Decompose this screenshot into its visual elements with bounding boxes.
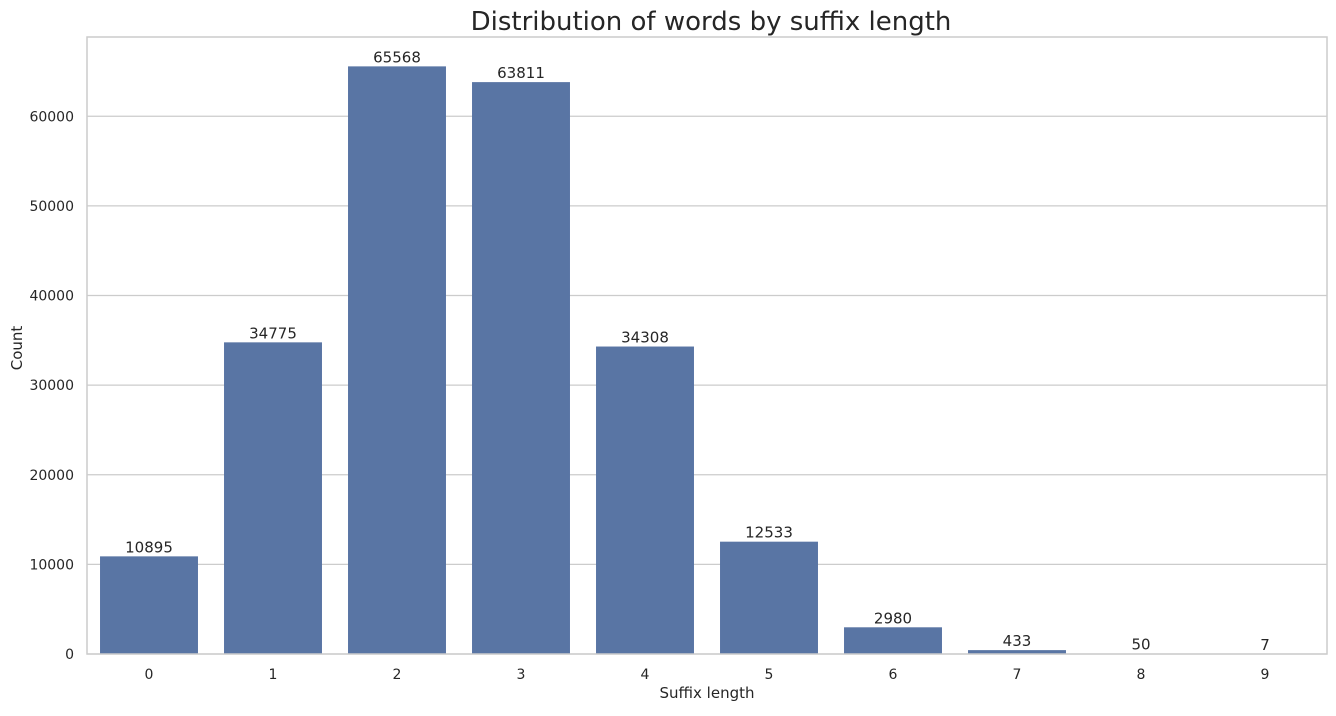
data-label-4: 34308 — [621, 329, 669, 347]
data-label-5: 12533 — [745, 524, 793, 542]
x-tick-label-5: 5 — [765, 667, 774, 683]
y-tick-label: 60000 — [29, 109, 74, 125]
data-label-8: 50 — [1131, 636, 1150, 654]
x-tick-label-8: 8 — [1137, 667, 1146, 683]
bar-6 — [844, 627, 942, 654]
x-axis-label: Suffix length — [660, 684, 755, 702]
bar-2 — [348, 66, 446, 654]
x-tick-label-4: 4 — [641, 667, 650, 683]
x-tick-label-9: 9 — [1261, 667, 1270, 683]
data-label-1: 34775 — [249, 324, 297, 342]
data-label-9: 7 — [1260, 636, 1270, 654]
x-tick-label-2: 2 — [393, 667, 402, 683]
data-label-0: 10895 — [125, 538, 173, 556]
chart-title: Distribution of words by suffix length — [471, 7, 952, 37]
data-label-3: 63811 — [497, 64, 545, 82]
bar-5 — [720, 542, 818, 654]
bar-4 — [596, 347, 694, 654]
x-tick-label-1: 1 — [269, 667, 278, 683]
y-axis-label: Count — [8, 326, 26, 371]
x-tick-label-7: 7 — [1013, 667, 1022, 683]
y-tick-label: 50000 — [29, 199, 74, 215]
x-tick-label-3: 3 — [517, 667, 526, 683]
data-label-7: 433 — [1003, 632, 1032, 650]
y-tick-label: 30000 — [29, 378, 74, 394]
data-label-6: 2980 — [874, 609, 912, 627]
x-tick-label-0: 0 — [145, 667, 154, 683]
data-label-2: 65568 — [373, 48, 421, 66]
x-tick-label-6: 6 — [889, 667, 898, 683]
y-tick-label: 40000 — [29, 289, 74, 305]
y-tick-label: 0 — [65, 647, 74, 663]
bar-0 — [100, 556, 198, 654]
bar-1 — [224, 342, 322, 654]
y-tick-label: 10000 — [29, 557, 74, 573]
y-tick-label: 20000 — [29, 468, 74, 484]
bar-3 — [472, 82, 570, 654]
